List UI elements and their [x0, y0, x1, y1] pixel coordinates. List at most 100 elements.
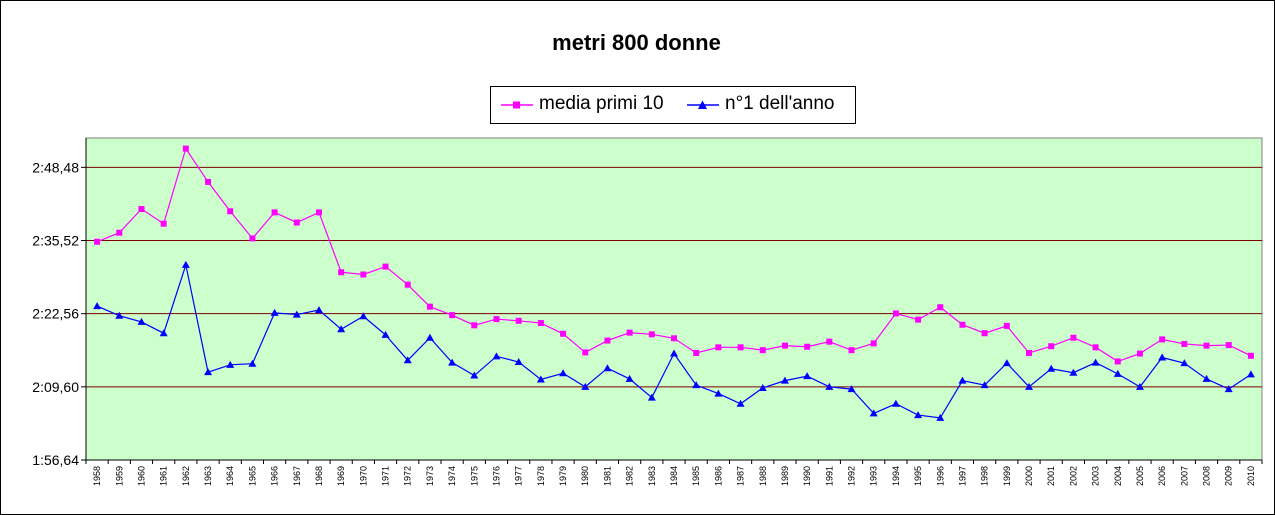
data-point [515, 317, 522, 324]
data-point [847, 385, 856, 393]
y-tick-label: 2:35,52 [32, 233, 79, 249]
data-point [1180, 359, 1189, 367]
legend-swatch-series-2 [687, 100, 719, 109]
data-point [715, 344, 722, 351]
data-point [381, 330, 390, 338]
legend: media primi 10 n°1 dell'anno [490, 86, 856, 124]
chart-title: metri 800 donne [552, 30, 721, 55]
data-point [848, 347, 855, 354]
x-tick-label: 1963 [203, 466, 213, 486]
x-tick-label: 1983 [647, 466, 657, 486]
data-point [1092, 344, 1099, 351]
data-point [670, 349, 678, 357]
data-point [959, 321, 966, 328]
data-point [1003, 322, 1010, 329]
x-tick-label: 1982 [625, 466, 635, 486]
data-point [915, 316, 922, 323]
data-point [826, 338, 833, 345]
data-point [138, 206, 145, 213]
data-point [160, 220, 167, 227]
data-point [1247, 352, 1254, 359]
data-point [227, 208, 234, 215]
data-point [1202, 374, 1211, 382]
data-point [182, 145, 189, 152]
data-point [870, 340, 877, 347]
plot-area [85, 137, 1263, 461]
data-point [625, 374, 634, 382]
series [93, 145, 1255, 421]
data-point [1224, 385, 1233, 393]
x-tick-label: 1962 [181, 466, 191, 486]
x-tick-label: 2008 [1202, 466, 1212, 486]
data-point [137, 317, 146, 325]
data-point [671, 335, 677, 342]
x-tick-label: 1977 [514, 466, 524, 486]
y-tick-label: 2:22,56 [32, 306, 79, 322]
y-axis-tick-labels: 1:56,64 2:09,60 2:22,56 2:35,52 2:48,48 [32, 159, 79, 468]
x-tick-label: 1966 [270, 466, 280, 486]
data-point [1225, 342, 1232, 349]
x-tick-label: 2009 [1224, 466, 1234, 486]
x-tick-label: 1987 [736, 466, 746, 486]
data-point [537, 320, 544, 327]
x-tick-label: 1990 [802, 466, 812, 486]
x-tick-label: 1993 [869, 466, 879, 486]
x-tick-label: 1996 [935, 466, 945, 486]
x-tick-label: 1989 [780, 466, 790, 486]
y-tick-label: 2:09,60 [32, 379, 79, 395]
data-point [449, 312, 456, 319]
data-point [1181, 340, 1188, 347]
x-tick-label: 1999 [1002, 466, 1012, 486]
x-tick-label: 1970 [358, 466, 368, 486]
data-point [936, 413, 945, 421]
x-tick-label: 1988 [758, 466, 768, 486]
x-tick-label: 2005 [1135, 466, 1145, 486]
data-point [604, 337, 611, 344]
x-tick-label: 1965 [247, 466, 257, 486]
data-point [315, 209, 322, 216]
data-point [337, 325, 346, 333]
data-point [603, 364, 612, 372]
x-tick-label: 1974 [447, 466, 457, 486]
data-point [626, 329, 633, 336]
data-point [471, 322, 478, 329]
x-tick-label: 1973 [425, 466, 435, 486]
x-tick-label: 1984 [669, 466, 679, 486]
x-tick-label: 1998 [980, 466, 990, 486]
data-point [270, 308, 279, 316]
data-point [714, 389, 723, 397]
data-point [1135, 382, 1144, 390]
x-tick-label: 1961 [159, 466, 169, 486]
data-point [159, 329, 168, 337]
data-point [248, 359, 257, 367]
x-tick-label: 2007 [1179, 466, 1189, 486]
x-tick-label: 2006 [1157, 466, 1167, 486]
x-tick-label: 1967 [292, 466, 302, 486]
x-tick-label: 1976 [491, 466, 501, 486]
data-point [1159, 336, 1166, 343]
data-point [1158, 353, 1167, 361]
data-point [382, 263, 389, 270]
x-tick-label: 2003 [1091, 466, 1101, 486]
data-point [271, 209, 278, 216]
data-point [582, 349, 589, 356]
x-tick-label: 1969 [336, 466, 346, 486]
data-point [426, 303, 433, 310]
legend-label-series-2: n°1 dell'anno [725, 93, 835, 114]
data-point [981, 330, 988, 337]
data-point [559, 369, 568, 377]
x-tick-label: 1960 [136, 466, 146, 486]
data-point [115, 311, 124, 319]
data-point [736, 399, 745, 407]
x-tick-label: 1979 [558, 466, 568, 486]
x-tick-label: 1981 [602, 466, 612, 486]
data-point [1070, 334, 1077, 341]
data-point [338, 269, 345, 276]
data-point [1113, 369, 1122, 377]
data-point [536, 375, 545, 383]
data-point [94, 238, 101, 245]
data-point [758, 383, 767, 391]
x-axis-tick-labels: 1958 1959 1960 1961 1962 1963 1964 1965 1966 1967… [92, 466, 1256, 486]
data-point [803, 372, 812, 380]
